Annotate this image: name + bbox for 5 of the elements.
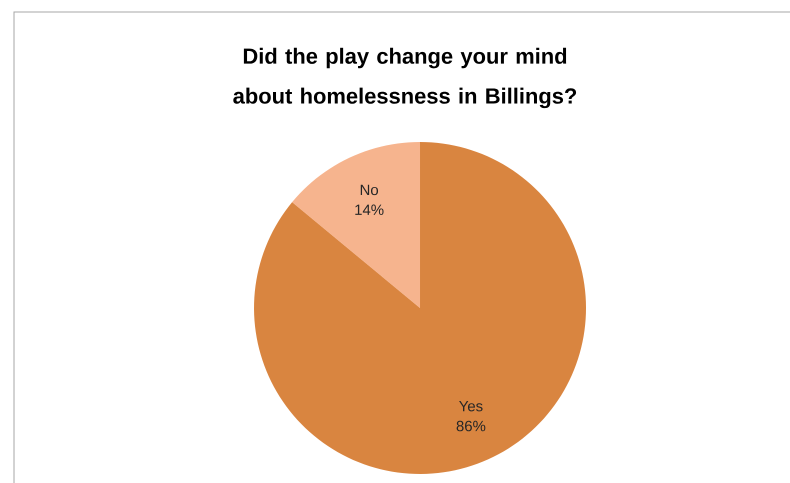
data-label: 14%: [355, 204, 384, 215]
slice-label: Yes: [459, 400, 483, 412]
data-label: 86%: [456, 420, 486, 432]
chart-title: Did the play change your mind about homelessness in Billings?: [233, 48, 576, 108]
slice-label: No: [360, 184, 378, 196]
